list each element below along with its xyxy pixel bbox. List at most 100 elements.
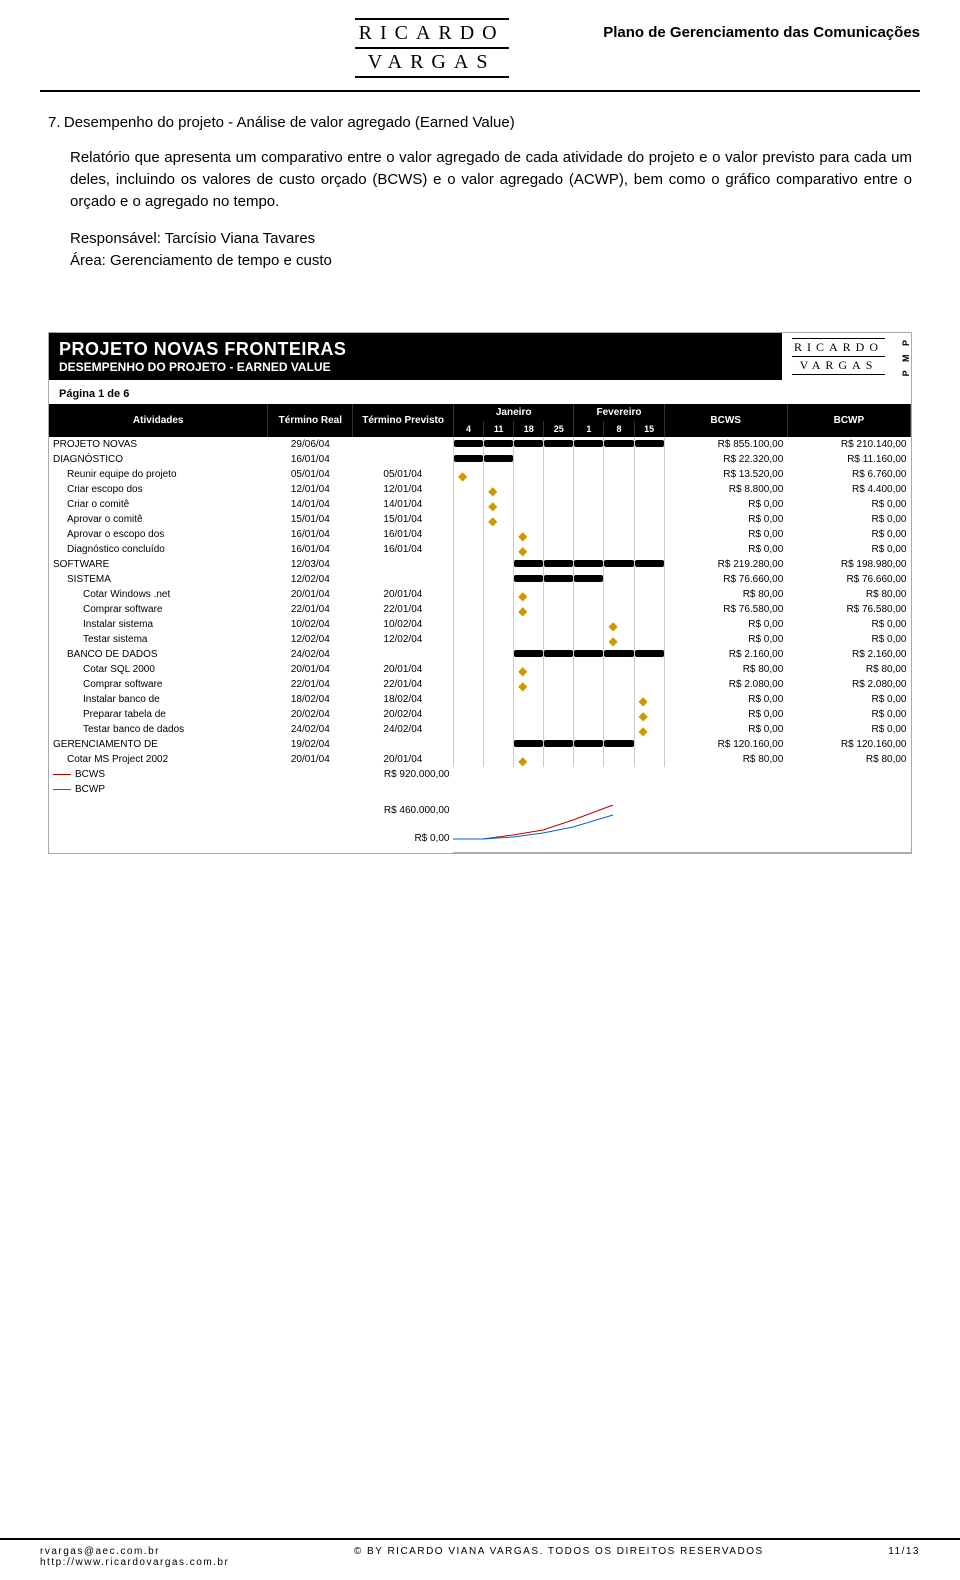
gantt-cell: ◆ xyxy=(514,662,544,677)
gantt-cell xyxy=(604,467,634,482)
cell-activity: Testar banco de dados xyxy=(49,722,268,737)
gantt-cell xyxy=(604,572,634,587)
cell-bcws: R$ 0,00 xyxy=(664,692,787,707)
gantt-cell xyxy=(574,557,604,572)
gantt-cell xyxy=(544,677,574,692)
footer-url: http://www.ricardovargas.com.br xyxy=(40,1557,229,1568)
gantt-marker-icon: ◆ xyxy=(458,469,467,483)
cell-bcwp: R$ 0,00 xyxy=(787,527,910,542)
earned-value-report: PROJETO NOVAS FRONTEIRAS DESEMPENHO DO P… xyxy=(48,332,912,855)
cell-activity: Testar sistema xyxy=(49,632,268,647)
cell-bcws: R$ 2.080,00 xyxy=(664,677,787,692)
table-row: Aprovar o comitê15/01/0415/01/04◆R$ 0,00… xyxy=(49,512,911,527)
gantt-cell xyxy=(544,602,574,617)
legend-row: BCWSR$ 920.000,00 xyxy=(49,767,911,782)
cell-bcws: R$ 0,00 xyxy=(664,632,787,647)
date-subcol: 15 xyxy=(634,421,664,437)
gantt-cell xyxy=(604,737,634,752)
section-body: Relatório que apresenta um comparativo e… xyxy=(70,147,912,212)
gantt-cell: ◆ xyxy=(634,692,664,707)
gantt-cell xyxy=(514,647,544,662)
report-title: PROJETO NOVAS FRONTEIRAS xyxy=(59,339,772,360)
cell-activity: Criar o comitê xyxy=(49,497,268,512)
cell-termino-previsto: 20/01/04 xyxy=(353,752,454,767)
gantt-cell xyxy=(453,557,483,572)
table-chart: R$ 460.000,00R$ 0,00 xyxy=(49,797,911,853)
gantt-cell xyxy=(453,692,483,707)
gantt-cell xyxy=(453,452,483,467)
gantt-cell xyxy=(514,632,544,647)
gantt-cell xyxy=(634,542,664,557)
report-page-info: Página 1 de 6 xyxy=(49,380,911,404)
gantt-marker-icon: ◆ xyxy=(518,664,527,678)
cell-termino-real: 12/01/04 xyxy=(268,482,353,497)
gantt-cell xyxy=(574,737,604,752)
gantt-cell xyxy=(604,662,634,677)
report-subtitle: DESEMPENHO DO PROJETO - EARNED VALUE xyxy=(59,360,772,374)
cell-bcws: R$ 80,00 xyxy=(664,662,787,677)
gantt-marker-icon: ◆ xyxy=(608,634,617,648)
table-row: SISTEMA12/02/04R$ 76.660,00R$ 76.660,00 xyxy=(49,572,911,587)
cell-activity: Cotar Windows .net xyxy=(49,587,268,602)
gantt-cell xyxy=(484,632,514,647)
gantt-cell: ◆ xyxy=(484,482,514,497)
chart-axis-label: R$ 460.000,00 xyxy=(353,797,454,825)
gantt-cell xyxy=(574,662,604,677)
gantt-cell: ◆ xyxy=(514,542,544,557)
gantt-cell xyxy=(453,707,483,722)
gantt-cell xyxy=(634,497,664,512)
gantt-cell xyxy=(574,512,604,527)
date-subcol: 8 xyxy=(604,421,634,437)
responsible-label: Responsável: xyxy=(70,230,161,247)
earned-value-table: Atividades Término Real Término Previsto… xyxy=(49,404,911,854)
gantt-cell xyxy=(634,557,664,572)
gantt-cell xyxy=(574,752,604,767)
gantt-cell xyxy=(604,707,634,722)
gantt-cell: ◆ xyxy=(514,677,544,692)
gantt-cell xyxy=(453,527,483,542)
chart-area xyxy=(453,767,910,782)
gantt-cell xyxy=(453,482,483,497)
gantt-cell xyxy=(544,572,574,587)
cell-activity: Aprovar o escopo dos xyxy=(49,527,268,542)
gantt-cell xyxy=(484,617,514,632)
gantt-marker-icon: ◆ xyxy=(608,619,617,633)
cell-bcwp: R$ 198.980,00 xyxy=(787,557,910,572)
gantt-cell xyxy=(604,587,634,602)
gantt-cell: ◆ xyxy=(514,587,544,602)
gantt-cell xyxy=(484,752,514,767)
gantt-cell xyxy=(604,722,634,737)
gantt-cell xyxy=(453,647,483,662)
gantt-cell: ◆ xyxy=(484,497,514,512)
gantt-cell xyxy=(604,647,634,662)
cell-bcwp: R$ 120.160,00 xyxy=(787,737,910,752)
responsible-value: Tarcísio Viana Tavares xyxy=(165,230,315,247)
gantt-cell xyxy=(544,662,574,677)
gantt-cell xyxy=(574,467,604,482)
gantt-cell xyxy=(544,737,574,752)
gantt-cell: ◆ xyxy=(634,707,664,722)
table-row: Cotar SQL 200020/01/0420/01/04◆R$ 80,00R… xyxy=(49,662,911,677)
cell-bcwp: R$ 210.140,00 xyxy=(787,437,910,452)
chart-area xyxy=(453,825,910,853)
gantt-cell xyxy=(514,722,544,737)
gantt-cell xyxy=(634,662,664,677)
cell-bcwp: R$ 76.660,00 xyxy=(787,572,910,587)
table-row: SOFTWARE12/03/04R$ 219.280,00R$ 198.980,… xyxy=(49,557,911,572)
page-header: RICARDO VARGAS Plano de Gerenciamento da… xyxy=(0,0,960,86)
gantt-cell xyxy=(604,692,634,707)
gantt-marker-icon: ◆ xyxy=(488,484,497,498)
gantt-cell xyxy=(484,467,514,482)
table-row: Diagnóstico concluído16/01/0416/01/04◆R$… xyxy=(49,542,911,557)
gantt-cell xyxy=(544,527,574,542)
section-title: Desempenho do projeto - Análise de valor… xyxy=(64,114,515,131)
gantt-cell xyxy=(484,692,514,707)
gantt-cell xyxy=(514,557,544,572)
cell-bcws: R$ 0,00 xyxy=(664,707,787,722)
document-title: Plano de Gerenciamento das Comunicações xyxy=(603,18,920,41)
col-termino-previsto: Término Previsto xyxy=(353,404,454,437)
gantt-cell xyxy=(484,527,514,542)
gantt-cell xyxy=(453,437,483,452)
cell-bcws: R$ 219.280,00 xyxy=(664,557,787,572)
footer-email: rvargas@aec.com.br xyxy=(40,1546,229,1557)
